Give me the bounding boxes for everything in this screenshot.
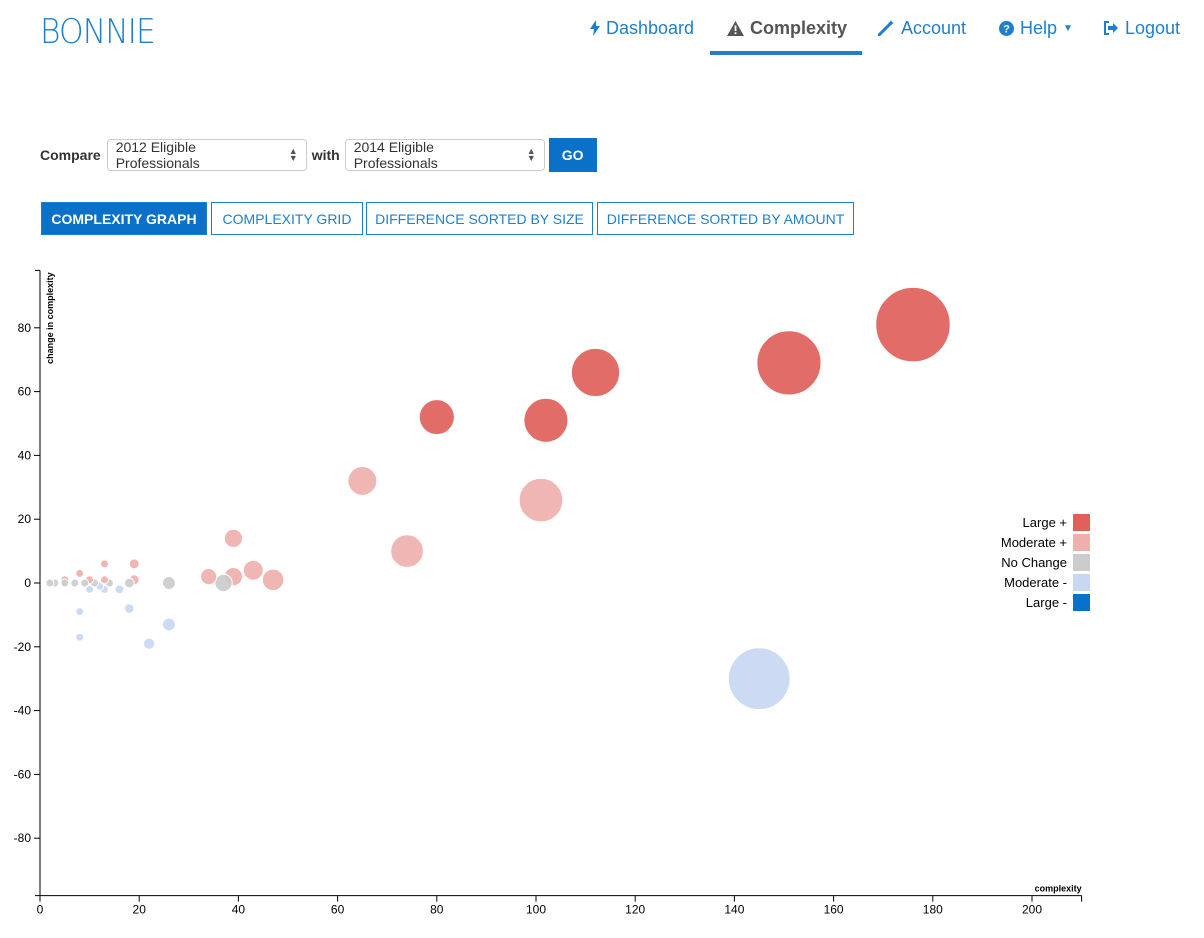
bubble-point-7 <box>390 534 424 568</box>
bubble-point-21 <box>162 576 176 590</box>
legend-label-large_minus: Large - <box>1026 595 1067 610</box>
legend-swatch-moderate_minus <box>1073 574 1090 591</box>
bubble-point-27 <box>60 578 70 588</box>
compare-label: Compare <box>40 147 101 163</box>
nav-item-complexity[interactable]: Complexity <box>727 16 847 40</box>
app-logo[interactable]: BONNIE <box>40 12 156 52</box>
legend-swatch-no_change <box>1073 554 1090 571</box>
bubble-point-2 <box>570 347 621 398</box>
y-tick-label: 0 <box>24 576 31 590</box>
bubble-point-5 <box>347 465 378 496</box>
logout-icon <box>1103 21 1119 35</box>
compare-second-value: 2014 Eligible Professionals <box>353 139 438 171</box>
question-circle-icon: ? <box>999 20 1014 36</box>
compare-form: Compare 2012 Eligible Professionals ▲ ▼ w… <box>40 138 597 172</box>
bubble-point-25 <box>80 578 90 588</box>
y-tick-label: -40 <box>14 704 32 718</box>
tab-complexity-grid[interactable]: COMPLEXITY GRID <box>211 202 363 235</box>
bubble-point-4 <box>418 399 455 436</box>
tab-difference-sorted-by-amount[interactable]: DIFFERENCE SORTED BY AMOUNT <box>597 202 854 235</box>
bolt-icon <box>590 20 600 36</box>
x-tick-label: 160 <box>824 903 844 917</box>
bubble-point-39 <box>75 632 85 642</box>
magic-wand-icon <box>878 20 895 36</box>
nav-label-complexity: Complexity <box>750 17 848 38</box>
y-tick-label: -80 <box>14 831 32 845</box>
y-axis-label: change in complexity <box>45 272 55 364</box>
x-tick-label: 100 <box>526 903 546 917</box>
legend-label-moderate_plus: Moderate + <box>1001 535 1067 550</box>
bubble-point-3 <box>523 397 569 443</box>
bubble-point-6 <box>518 477 564 523</box>
bubble-point-8 <box>223 528 244 548</box>
bubble-point-0 <box>875 286 951 363</box>
legend-swatch-large_plus <box>1073 514 1090 531</box>
compare-first-value: 2012 Eligible Professionals <box>115 139 200 171</box>
select-arrows-icon: ▲ ▼ <box>288 146 298 163</box>
bubble-point-38 <box>75 607 85 617</box>
go-button[interactable]: GO <box>548 138 597 172</box>
nav-label-account: Account <box>901 17 967 38</box>
x-tick-label: 60 <box>331 903 345 917</box>
y-tick-label: -60 <box>14 767 32 781</box>
x-tick-label: 200 <box>1022 903 1042 917</box>
legend-label-no_change: No Change <box>1001 555 1067 570</box>
warning-icon <box>727 20 744 36</box>
bubble-point-16 <box>99 575 109 585</box>
bubble-point-18 <box>75 568 85 578</box>
nav-label-dashboard: Dashboard <box>606 17 695 38</box>
bubble-point-30 <box>727 647 791 711</box>
select-arrows-icon: ▲ ▼ <box>526 146 536 163</box>
complexity-bubble-chart: -80 -60 -40 -20 0 20 40 60 80 0 20 40 60 80 100 120 140 1… <box>14 269 1090 917</box>
legend-swatch-moderate_plus <box>1073 534 1090 551</box>
bubble-point-1 <box>756 330 822 396</box>
compare-second-select[interactable]: 2014 Eligible Professionals ▲ ▼ <box>344 139 545 171</box>
nav-label-help: Help <box>1020 17 1058 38</box>
x-tick-label: 40 <box>232 903 246 917</box>
bubble-point-26 <box>70 578 80 588</box>
x-tick-label: 0 <box>37 903 44 917</box>
bubble-point-31 <box>162 617 176 632</box>
svg-text:?: ? <box>1003 23 1010 35</box>
bubble-point-15 <box>99 559 109 569</box>
chevron-down-icon: ▼ <box>1063 22 1073 34</box>
tab-difference-sorted-by-size[interactable]: DIFFERENCE SORTED BY SIZE <box>366 202 593 235</box>
legend-swatch-large_minus <box>1073 594 1090 611</box>
legend-label-moderate_minus: Moderate - <box>1004 575 1067 590</box>
nav-item-logout[interactable]: Logout <box>1103 16 1180 40</box>
nav-item-help[interactable]: ? Help ▼ <box>999 16 1073 40</box>
legend-label-large_plus: Large + <box>1023 515 1067 530</box>
compare-first-select[interactable]: 2012 Eligible Professionals ▲ ▼ <box>106 139 307 171</box>
nav-label-logout: Logout <box>1125 17 1181 38</box>
y-tick-label: 40 <box>18 448 32 462</box>
x-axis-label: complexity <box>1035 884 1082 894</box>
x-tick-label: 140 <box>724 903 744 917</box>
x-tick-label: 180 <box>923 903 943 917</box>
nav-item-dashboard[interactable]: Dashboard <box>590 16 694 40</box>
bubble-point-12 <box>200 568 218 586</box>
bubble-point-22 <box>123 577 135 589</box>
y-tick-label: -20 <box>14 640 32 654</box>
y-tick-label: 20 <box>18 512 32 526</box>
bubble-point-29 <box>45 578 55 588</box>
bubble-point-33 <box>123 603 135 614</box>
with-label: with <box>311 147 340 163</box>
bubble-point-13 <box>128 558 140 570</box>
bubble-point-34 <box>114 584 125 595</box>
bubble-point-9 <box>261 568 285 592</box>
x-tick-label: 120 <box>625 903 645 917</box>
tab-complexity-graph[interactable]: COMPLEXITY GRAPH <box>41 202 207 235</box>
y-tick-label: 60 <box>18 385 32 399</box>
bubble-point-20 <box>214 573 233 593</box>
y-tick-label: 80 <box>18 321 32 335</box>
bubble-point-37 <box>85 584 95 594</box>
x-tick-label: 80 <box>430 903 444 917</box>
x-tick-label: 20 <box>133 903 147 917</box>
nav-item-account[interactable]: Account <box>878 16 966 40</box>
bubble-point-32 <box>142 637 156 650</box>
active-tab-indicator <box>710 51 862 55</box>
bubble-point-10 <box>242 559 264 581</box>
